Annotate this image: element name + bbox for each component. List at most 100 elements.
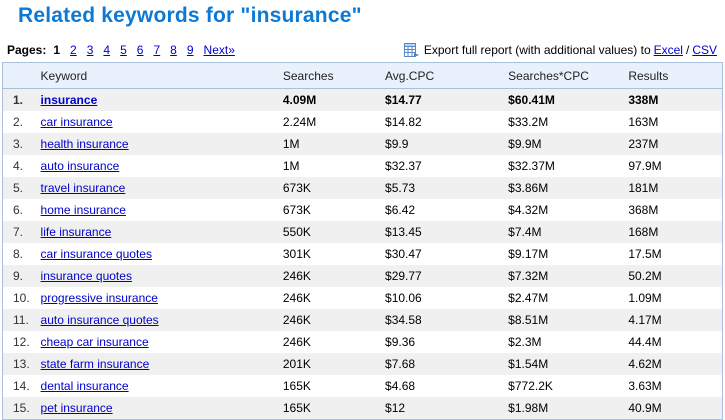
page-link[interactable]: 6 bbox=[136, 43, 144, 57]
avg-cpc-value: $9.36 bbox=[385, 335, 416, 349]
keyword-cell: home insurance bbox=[38, 199, 283, 221]
page-link[interactable]: 2 bbox=[70, 43, 77, 57]
searches-value: 201K bbox=[282, 357, 311, 371]
pages-label: Pages: bbox=[7, 43, 47, 57]
keyword-link[interactable]: health insurance bbox=[40, 137, 129, 151]
results-value: 97.9M bbox=[628, 159, 662, 173]
keyword-cell: auto insurance bbox=[38, 155, 283, 177]
keyword-link[interactable]: life insurance bbox=[40, 225, 112, 239]
searches-cpc-value: $7.32M bbox=[508, 269, 549, 283]
row-number: 13. bbox=[13, 357, 30, 371]
row-number: 12. bbox=[13, 335, 30, 349]
searches-value: 673K bbox=[282, 181, 311, 195]
page-link[interactable]: 5 bbox=[120, 43, 127, 57]
avg-cpc-value: $14.77 bbox=[385, 93, 422, 107]
searches-value: 246K bbox=[282, 291, 311, 305]
table-row: 1. insurance 4.09M $14.77 $60.41M 338M bbox=[2, 88, 723, 111]
header-keyword: Keyword bbox=[37, 62, 283, 89]
next-page-link[interactable]: Next» bbox=[203, 43, 235, 57]
row-number: 11. bbox=[13, 313, 29, 327]
searches-value: 1M bbox=[282, 159, 300, 173]
keyword-link[interactable]: insurance quotes bbox=[40, 269, 132, 283]
searches-cpc-value: $33.2M bbox=[508, 115, 549, 129]
searches-value: 301K bbox=[282, 247, 311, 261]
row-number: 5. bbox=[13, 181, 24, 195]
header-results: Results bbox=[628, 62, 723, 89]
table-row: 5. travel insurance 673K $5.73 $3.86M 181M bbox=[2, 177, 723, 199]
avg-cpc-value: $5.73 bbox=[385, 181, 416, 195]
export-csv-link[interactable]: CSV bbox=[692, 43, 717, 57]
table-row: 8. car insurance quotes 301K $30.47 $9.17M 17… bbox=[3, 243, 723, 265]
searches-value: 246K bbox=[282, 335, 311, 349]
results-value: 44.4M bbox=[628, 335, 662, 349]
page-link[interactable]: 8 bbox=[170, 43, 177, 57]
results-value: 50.2M bbox=[628, 269, 662, 283]
keyword-link[interactable]: home insurance bbox=[40, 203, 126, 217]
table-row: 2. car insurance 2.24M $14.82 $33.2M 163M bbox=[3, 111, 723, 133]
avg-cpc-value: $10.06 bbox=[385, 291, 422, 305]
keyword-link[interactable]: insurance bbox=[40, 93, 98, 107]
results-value: 237M bbox=[628, 137, 659, 151]
avg-cpc-value: $9.9 bbox=[385, 137, 409, 151]
searches-value: 550K bbox=[282, 225, 311, 239]
keyword-cell: cheap car insurance bbox=[38, 331, 283, 353]
keyword-link[interactable]: auto insurance quotes bbox=[40, 313, 159, 327]
row-number: 14. bbox=[13, 379, 30, 393]
searches-value: 165K bbox=[282, 379, 311, 393]
keyword-link[interactable]: dental insurance bbox=[40, 379, 129, 393]
keyword-link[interactable]: pet insurance bbox=[40, 401, 113, 415]
table-row: 13. state farm insurance 201K $7.68 $1.54M 4.… bbox=[2, 353, 723, 375]
avg-cpc-value: $14.82 bbox=[385, 115, 422, 129]
keyword-cell: life insurance bbox=[38, 221, 283, 243]
results-value: 17.5M bbox=[628, 247, 662, 261]
page-link[interactable]: 9 bbox=[186, 43, 194, 57]
searches-cpc-value: $772.2K bbox=[508, 379, 553, 393]
keyword-link[interactable]: state farm insurance bbox=[40, 357, 150, 371]
keyword-cell: progressive insurance bbox=[38, 287, 283, 309]
keyword-link[interactable]: auto insurance bbox=[40, 159, 120, 173]
searches-value: 246K bbox=[282, 313, 311, 327]
export-bar: Export full report (with additional valu… bbox=[403, 42, 720, 58]
keyword-link[interactable]: progressive insurance bbox=[40, 291, 158, 305]
export-excel-link[interactable]: Excel bbox=[653, 43, 683, 57]
results-value: 168M bbox=[628, 225, 659, 239]
table-header-row: Keyword Searches Avg.CPC Searches*CPC Re… bbox=[2, 62, 723, 89]
keyword-link[interactable]: car insurance quotes bbox=[40, 247, 152, 261]
header-avg-cpc: Avg.CPC bbox=[385, 62, 509, 89]
page-link[interactable]: 7 bbox=[153, 43, 161, 57]
header-searches: Searches bbox=[282, 62, 386, 89]
searches-value: 4.09M bbox=[282, 93, 317, 107]
table-row: 12. cheap car insurance 246K $9.36 $2.3M 44.4… bbox=[3, 331, 723, 353]
searches-value: 673K bbox=[282, 203, 311, 217]
keyword-link[interactable]: cheap car insurance bbox=[40, 335, 149, 349]
export-separator: / bbox=[685, 43, 690, 57]
row-number: 10. bbox=[13, 291, 30, 305]
page-title: Related keywords for "insurance" bbox=[18, 4, 362, 27]
table-row: 15. pet insurance 165K $12 $1.98M 40.9M bbox=[2, 397, 723, 420]
searches-cpc-value: $2.47M bbox=[508, 291, 549, 305]
results-value: 163M bbox=[628, 115, 659, 129]
results-value: 368M bbox=[628, 203, 659, 217]
row-number: 15. bbox=[13, 401, 30, 415]
keywords-tbody: 1. insurance 4.09M $14.77 $60.41M 338M 2. car i… bbox=[2, 88, 723, 420]
keyword-cell: health insurance bbox=[38, 133, 283, 155]
row-number: 3. bbox=[13, 137, 24, 151]
export-table-icon bbox=[403, 42, 420, 58]
results-value: 3.63M bbox=[628, 379, 662, 393]
page-link[interactable]: 3 bbox=[86, 43, 94, 57]
searches-cpc-value: $32.37M bbox=[508, 159, 555, 173]
searches-cpc-value: $60.41M bbox=[508, 93, 555, 107]
table-row: 6. home insurance 673K $6.42 $4.32M 368M bbox=[3, 199, 723, 221]
searches-cpc-value: $1.54M bbox=[508, 357, 549, 371]
avg-cpc-value: $6.42 bbox=[385, 203, 416, 217]
keyword-link[interactable]: car insurance bbox=[40, 115, 113, 129]
page-link[interactable]: 4 bbox=[103, 43, 111, 57]
row-number: 2. bbox=[13, 115, 24, 129]
row-number: 1. bbox=[13, 93, 24, 107]
keyword-link[interactable]: travel insurance bbox=[40, 181, 126, 195]
searches-cpc-value: $9.17M bbox=[508, 247, 549, 261]
results-value: 4.62M bbox=[628, 357, 662, 371]
keyword-cell: auto insurance quotes bbox=[38, 309, 283, 331]
keyword-cell: dental insurance bbox=[38, 375, 283, 397]
